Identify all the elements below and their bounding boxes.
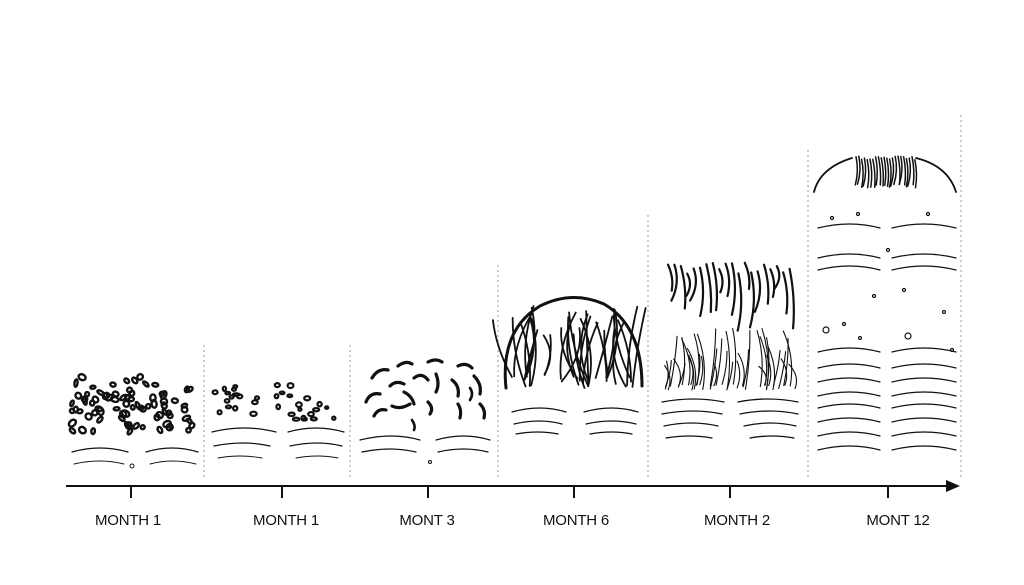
stage-label-5: MONTH 2 (703, 512, 771, 529)
panel-1-illustration (67, 372, 199, 469)
stage-label-6: MONT 12 (866, 512, 930, 529)
panel-4-illustration (492, 295, 647, 435)
stage-label-3: MONT 3 (399, 512, 455, 529)
stage-label-2: MONTH 1 (252, 512, 320, 529)
stage-label-4: MONTH 6 (542, 512, 610, 529)
panel-5-illustration (661, 261, 799, 439)
panel-2-illustration (211, 382, 345, 459)
stage-label-1: MONTH 1 (94, 512, 162, 529)
timeline-axis (66, 480, 960, 498)
panel-3-illustration (359, 358, 491, 464)
panel-dividers (203, 115, 962, 480)
panel-6-illustration (813, 155, 957, 451)
